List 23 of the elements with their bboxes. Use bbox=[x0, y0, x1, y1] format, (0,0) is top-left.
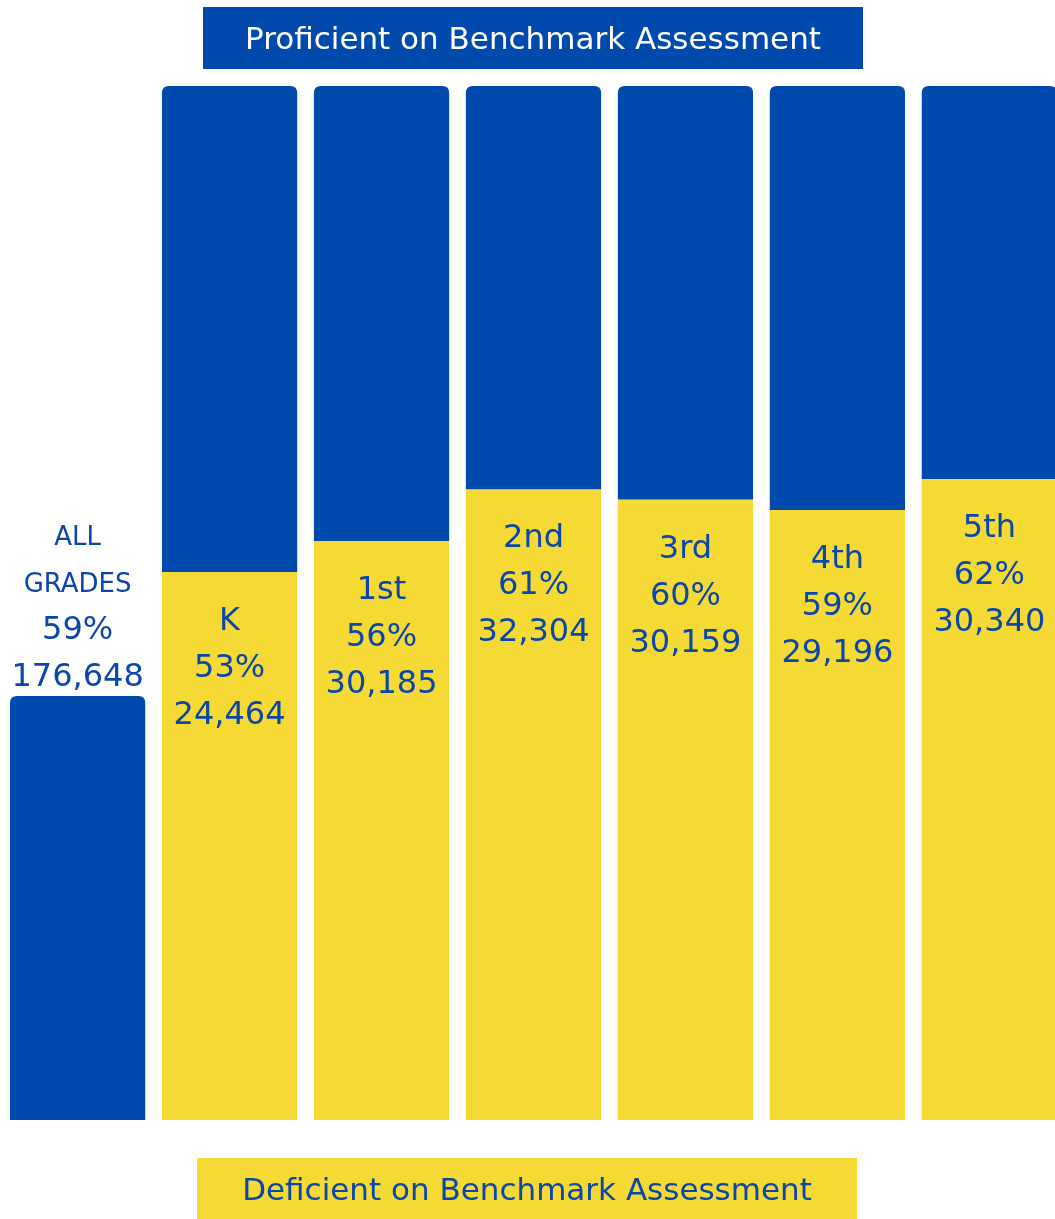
annotation: 30,340 bbox=[933, 600, 1046, 639]
x-tick-label: ALL GRADES bbox=[23, 521, 132, 599]
data-label: 60% bbox=[649, 574, 722, 613]
x-tick-label: 1st bbox=[356, 568, 407, 607]
data-label: 59% bbox=[801, 584, 873, 623]
annotation: 30,159 bbox=[629, 621, 742, 660]
x-tick-label: 2nd bbox=[503, 517, 564, 556]
series-label: Proficient on Benchmark Assessment bbox=[245, 20, 821, 56]
annotation: 32,304 bbox=[477, 611, 590, 650]
series-label: Deficient on Benchmark Assessment bbox=[242, 1171, 812, 1207]
annotation: 29,196 bbox=[781, 631, 894, 670]
data-label: 56% bbox=[345, 615, 418, 654]
x-tick-label: 3rd bbox=[658, 527, 713, 566]
text: 59% bbox=[42, 609, 114, 648]
data-label: 61% bbox=[497, 564, 570, 603]
x-tick-label: 5th bbox=[962, 506, 1016, 545]
data-label: 62% bbox=[953, 553, 1025, 592]
x-tick-label: 4th bbox=[810, 537, 865, 576]
x-tick-label: K bbox=[219, 599, 242, 638]
annotation: 176,648 bbox=[11, 656, 144, 695]
annotation: 30,185 bbox=[325, 662, 438, 701]
data-label: 53% bbox=[194, 646, 266, 685]
annotation: 24,464 bbox=[173, 693, 286, 732]
